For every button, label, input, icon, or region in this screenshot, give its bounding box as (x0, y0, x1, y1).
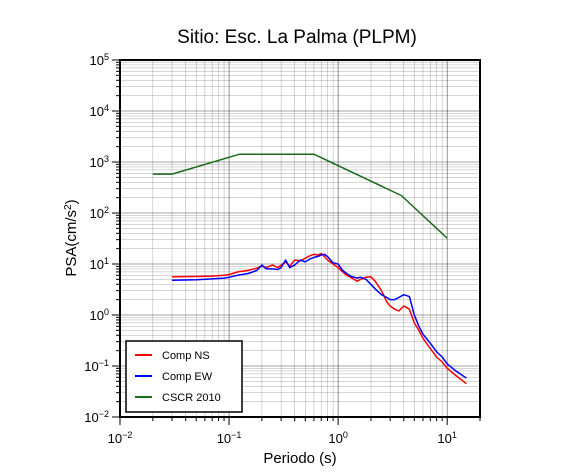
legend-label-comp-ew: Comp EW (162, 371, 213, 383)
y-tick-label-exp: 1 (104, 256, 109, 266)
y-tick-label-exp: 4 (104, 103, 109, 113)
y-tick-label: 102 (90, 205, 109, 221)
y-tick-label-base: 10 (90, 104, 104, 119)
y-tick-label: 105 (90, 52, 109, 68)
y-tick-label-base: 10 (90, 257, 104, 272)
y-tick-label-exp: 5 (104, 52, 109, 62)
x-tick-label: 10−1 (217, 430, 242, 446)
y-tick-label-base: 10 (90, 155, 104, 170)
y-tick-label-exp: −1 (99, 358, 109, 368)
y-tick-label-exp: 2 (104, 205, 109, 215)
y-tick-label-base: 10 (84, 359, 98, 374)
y-tick-label: 10−1 (84, 358, 109, 374)
y-axis-label-sup: 2 (63, 204, 74, 210)
x-tick-label-base: 10 (328, 431, 342, 446)
y-tick-label-exp: 0 (104, 307, 109, 317)
x-axis-label: Periodo (s) (263, 450, 336, 467)
y-tick-label-exp: −2 (99, 409, 109, 419)
ticks (112, 59, 481, 425)
y-tick-label-base: 10 (84, 410, 98, 425)
plot-frame (119, 59, 481, 418)
grid (119, 59, 481, 418)
x-tick-label-exp: 1 (452, 430, 457, 440)
series-line-comp-ew (171, 253, 467, 379)
x-tick-label: 101 (437, 430, 456, 446)
y-tick-label: 101 (90, 256, 109, 272)
legend-label-cscr-2010: CSCR 2010 (162, 392, 221, 404)
y-tick-label-base: 10 (90, 53, 104, 68)
y-tick-label: 103 (90, 154, 109, 170)
legend-label-comp-ns: Comp NS (162, 350, 210, 362)
y-axis-label-base: PSA(cm/s (63, 210, 80, 277)
y-tick-label: 104 (90, 103, 109, 119)
x-tick-label-base: 10 (108, 431, 122, 446)
y-tick-label: 10−2 (84, 409, 109, 425)
y-tick-label: 100 (90, 307, 109, 323)
y-tick-label-base: 10 (90, 206, 104, 221)
x-tick-label-exp: 0 (343, 430, 348, 440)
series-layer (152, 153, 467, 385)
x-tick-label-base: 10 (217, 431, 231, 446)
legend: Comp NS Comp EW CSCR 2010 (125, 340, 243, 413)
y-axis-label: PSA(cm/s2) (63, 199, 81, 276)
chart-title: Sitio: Esc. La Palma (PLPM) (177, 27, 417, 48)
y-tick-label-exp: 3 (104, 154, 109, 164)
x-tick-label-exp: −1 (231, 430, 241, 440)
x-tick-label-base: 10 (437, 431, 451, 446)
x-tick-label: 100 (328, 430, 347, 446)
x-tick-label: 10−2 (108, 430, 133, 446)
series-line-cscr-2010 (152, 153, 448, 239)
x-tick-label-exp: −2 (122, 430, 132, 440)
y-tick-label-base: 10 (90, 308, 104, 323)
y-axis-label-tail: ) (63, 199, 80, 204)
